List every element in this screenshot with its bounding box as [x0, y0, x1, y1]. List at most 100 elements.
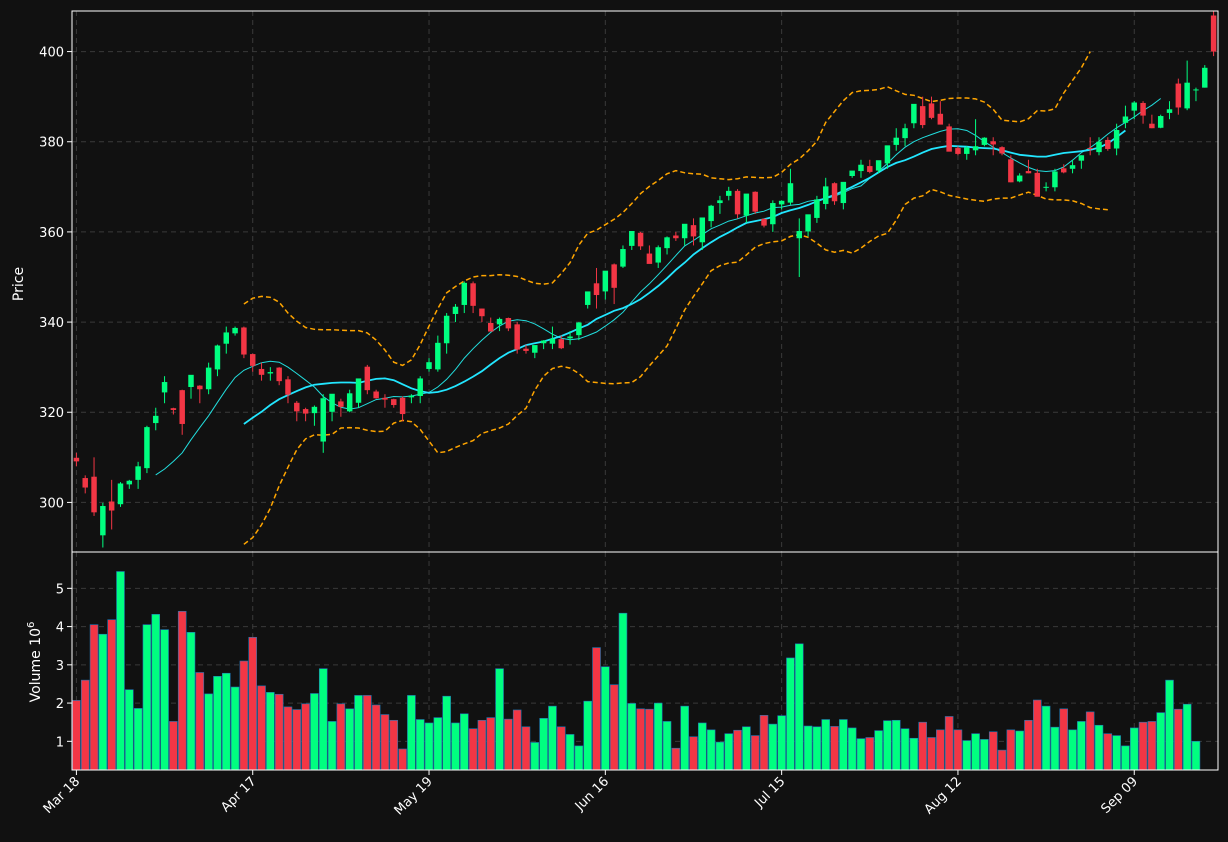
candle — [787, 168, 794, 205]
volume-bar — [398, 748, 407, 771]
candle-body — [726, 190, 732, 196]
candle-body — [1157, 116, 1164, 128]
volume-bar — [389, 719, 399, 771]
candle-body — [170, 408, 177, 410]
candle — [752, 191, 758, 214]
candle-body — [840, 181, 847, 204]
price-tick-label: 380 — [39, 136, 64, 151]
candle — [1149, 114, 1155, 129]
candle — [426, 358, 432, 372]
candle — [1105, 137, 1111, 151]
volume-bar — [222, 672, 231, 771]
candle-body — [717, 200, 723, 204]
candle — [928, 96, 935, 120]
candle — [849, 170, 855, 178]
candle — [1193, 87, 1199, 102]
candle-body — [593, 283, 600, 296]
volume-bar — [918, 721, 927, 771]
candle — [1157, 114, 1164, 129]
candlesticks — [73, 11, 1217, 548]
volume-bar — [900, 728, 910, 771]
candle-body — [1175, 83, 1182, 108]
candle-body — [858, 164, 864, 172]
candle — [576, 322, 582, 341]
volume-bar — [856, 738, 866, 771]
volume-bar — [988, 731, 998, 771]
volume-bar — [354, 695, 363, 771]
volume-tick-label: 4 — [56, 621, 64, 636]
candle-body — [990, 141, 996, 145]
candle — [311, 405, 318, 426]
volume-bar — [883, 720, 892, 771]
volume-bar — [1156, 712, 1165, 771]
candle — [135, 461, 141, 489]
candle — [1166, 101, 1173, 120]
candle — [241, 326, 247, 359]
candle — [540, 340, 547, 350]
candle-body — [1069, 165, 1076, 169]
candle-body — [893, 137, 899, 145]
candle-body — [576, 322, 582, 336]
volume-bar — [715, 741, 725, 771]
volume-bar — [1165, 679, 1174, 771]
candle-body — [487, 322, 494, 332]
candle — [126, 479, 133, 489]
volume-bar — [133, 708, 143, 771]
candle — [452, 304, 459, 323]
candle — [981, 137, 988, 147]
candle-body — [928, 103, 935, 118]
candle-body — [241, 327, 247, 355]
volume-bar — [680, 705, 689, 771]
volume-bar — [865, 737, 875, 771]
candle-body — [787, 183, 794, 203]
candle — [796, 218, 803, 277]
volume-bar — [689, 736, 698, 771]
volume-bar — [706, 729, 716, 771]
volume-bar — [891, 719, 901, 771]
candle — [443, 313, 450, 354]
volume-bar — [107, 619, 116, 771]
candle-body — [408, 395, 415, 398]
volume-bar — [786, 657, 795, 771]
candle-body — [100, 506, 106, 536]
candle-body — [919, 106, 926, 126]
volume-bar — [477, 719, 487, 771]
candle-body — [329, 393, 335, 412]
candle-body — [673, 235, 679, 239]
candle — [814, 195, 820, 223]
volume-bar — [750, 735, 760, 771]
volume-bar — [742, 726, 751, 771]
volume-bar — [530, 742, 540, 771]
price-tick-label: 400 — [39, 46, 64, 61]
candle-body — [320, 398, 326, 442]
candle — [479, 308, 485, 323]
candle — [1202, 65, 1208, 88]
candle-body — [1025, 171, 1032, 174]
candle-body — [690, 225, 697, 237]
candle — [1025, 159, 1032, 174]
volume-bar — [486, 717, 495, 771]
candle-body — [496, 318, 503, 325]
volume-bar — [1033, 699, 1042, 771]
volume-bar — [424, 722, 434, 771]
candle-body — [822, 186, 829, 204]
candle — [205, 362, 212, 395]
volume-bar — [195, 672, 205, 771]
volume-panel: 1 2 3 4 5 Volume 106 — [26, 551, 1219, 771]
candle — [223, 326, 230, 354]
volume-bar — [371, 704, 381, 771]
candle-body — [373, 391, 379, 399]
candle — [911, 103, 917, 129]
candle — [1016, 173, 1023, 183]
candle-body — [144, 427, 150, 469]
candle — [646, 245, 653, 264]
candle-body — [346, 393, 353, 412]
candle — [364, 364, 371, 395]
candle-body — [1016, 175, 1023, 182]
candle-body — [540, 340, 547, 344]
candle-body — [276, 367, 282, 382]
volume-bar — [266, 692, 275, 771]
candle-body — [549, 338, 556, 344]
volume-bar — [125, 689, 134, 771]
volume-bar — [777, 715, 786, 771]
